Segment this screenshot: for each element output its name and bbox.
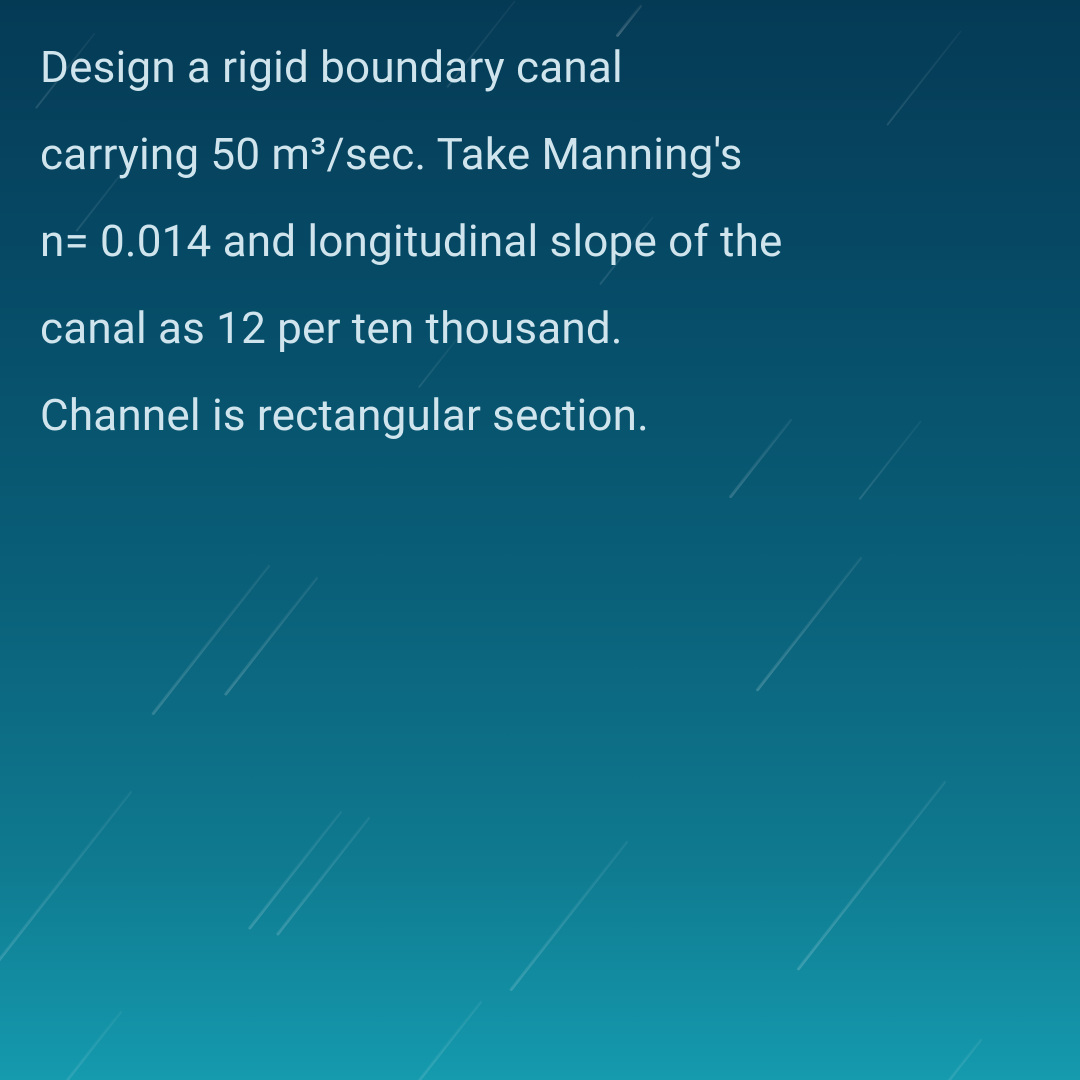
- meteor-streak: [151, 564, 270, 716]
- problem-line: n= 0.014 and longitudinal slope of the: [40, 198, 1044, 285]
- problem-line: canal as 12 per ten thousand.: [40, 285, 1044, 372]
- meteor-streak: [369, 1000, 482, 1080]
- problem-line: carrying 50 m³/sec. Take Manning's: [40, 111, 1044, 198]
- meteor-streak: [796, 780, 946, 971]
- wallpaper-background: Design a rigid boundary canal carrying 5…: [0, 0, 1080, 1080]
- meteor-streak: [0, 790, 133, 965]
- problem-line: Channel is rectangular section.: [40, 372, 1044, 459]
- meteor-streak: [755, 556, 862, 692]
- meteor-streak: [906, 1038, 982, 1080]
- meteor-streak: [509, 840, 628, 992]
- problem-line: Design a rigid boundary canal: [40, 24, 1044, 111]
- problem-text-block: Design a rigid boundary canal carrying 5…: [40, 24, 1044, 459]
- meteor-streak: [224, 576, 319, 696]
- meteor-streak: [46, 1010, 122, 1080]
